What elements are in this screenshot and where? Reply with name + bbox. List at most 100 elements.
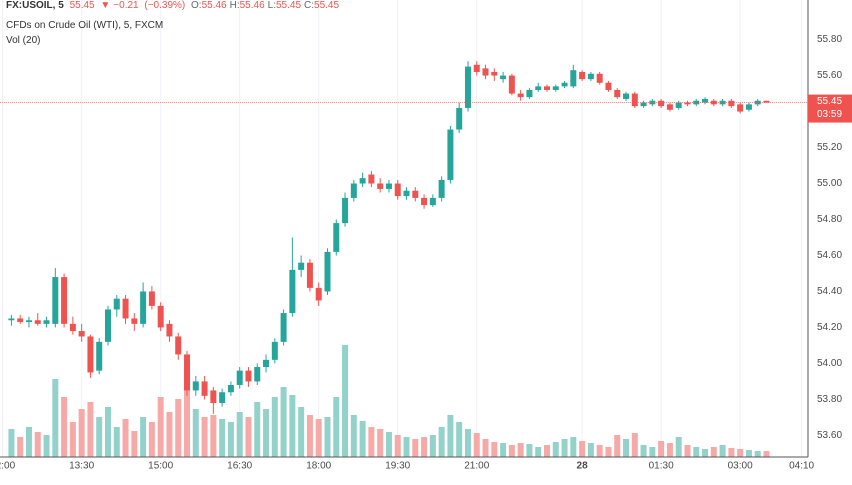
volume-bar — [245, 417, 252, 457]
volume-bar — [271, 397, 278, 457]
candle-body — [359, 178, 366, 184]
candle-body — [728, 100, 735, 107]
volume-bar — [333, 397, 340, 457]
ohlc-label: H: — [229, 0, 240, 11]
volume-bar — [579, 441, 586, 457]
y-tick-label: 54.20 — [817, 322, 842, 333]
candle-body — [324, 251, 331, 292]
candle-body — [684, 102, 691, 105]
volume-bar — [157, 397, 164, 457]
volume-bar — [728, 448, 735, 457]
volume-bar — [570, 437, 577, 457]
candle-body — [745, 104, 752, 110]
volume-bar — [342, 345, 349, 457]
ohlc-label: C: — [304, 0, 315, 11]
volume-bar — [763, 451, 770, 457]
volume-bar — [227, 422, 234, 457]
y-tick-label: 55.80 — [817, 34, 842, 45]
volume-bar — [421, 437, 428, 457]
volume-bar — [587, 443, 594, 457]
volume-bar — [464, 429, 471, 457]
countdown: 03:59 — [817, 109, 842, 120]
volume-bar — [192, 409, 199, 457]
candle-body — [587, 73, 594, 80]
volume-bar — [148, 422, 155, 457]
volume-bar — [631, 433, 638, 457]
y-tick-label: 55.20 — [817, 142, 842, 153]
volume-bar — [482, 439, 489, 457]
candle-body — [78, 331, 85, 337]
volume-bar — [412, 439, 419, 457]
volume-bar — [517, 443, 524, 457]
volume-bar — [535, 447, 542, 457]
volume-bar — [122, 419, 129, 457]
change: −0.21 — [113, 0, 139, 11]
candle-body — [456, 107, 463, 130]
ohlc-label: L: — [267, 0, 276, 11]
volume-bar — [693, 447, 700, 457]
volume-bar — [737, 449, 744, 457]
candle-body — [421, 197, 428, 206]
volume-bar — [394, 435, 401, 457]
volume-bar — [719, 445, 726, 457]
candle-body — [675, 102, 682, 108]
candle-body — [271, 341, 278, 360]
x-tick-label: 19:30 — [385, 461, 410, 472]
ohlc-label: O: — [191, 0, 202, 11]
volume-bar — [17, 437, 24, 457]
candle-body — [17, 318, 24, 323]
candle-body — [464, 66, 471, 108]
volume-bar — [298, 407, 305, 457]
volume-bar — [113, 427, 120, 457]
x-tick-label: 16:30 — [227, 461, 252, 472]
candle-body — [87, 336, 94, 373]
candle-body — [500, 75, 507, 80]
legend-header: FX:USOIL, 5 55.45 ▼ −0.21 (−0.39%) O:55.4… — [6, 0, 345, 11]
candle-body — [43, 320, 50, 324]
volume-bar — [87, 402, 94, 457]
x-tick-label: 04:10 — [789, 461, 814, 472]
volume-bar — [526, 444, 533, 457]
candle-body — [561, 82, 568, 87]
candle-body — [113, 298, 120, 310]
candle-body — [131, 318, 138, 324]
candle-body — [148, 291, 155, 306]
candle-body — [526, 89, 533, 98]
volume-bar — [552, 442, 559, 457]
volume-bar — [166, 412, 173, 457]
candle-body — [69, 323, 76, 332]
candle-body — [96, 341, 103, 371]
candle-body — [605, 82, 612, 90]
volume-bar — [52, 379, 59, 457]
y-tick-label: 54.00 — [817, 358, 842, 369]
volume-bar — [315, 419, 322, 457]
candle-body — [737, 104, 744, 112]
volume-bar — [306, 415, 313, 457]
candle-body — [491, 71, 498, 76]
candle-body — [263, 359, 270, 368]
candle-body — [342, 197, 349, 224]
volume-bar — [403, 437, 410, 457]
candle-body — [579, 71, 586, 80]
volume-bar — [614, 435, 621, 457]
candle-body — [245, 370, 252, 382]
volume-bar — [359, 421, 366, 457]
volume-bar — [254, 402, 261, 457]
ohlc-value: 55.45 — [276, 0, 302, 11]
volume-bar — [69, 422, 76, 457]
volume-bar — [289, 395, 296, 457]
candle-body — [210, 390, 217, 404]
volume-bar — [210, 415, 217, 457]
volume-bar — [429, 435, 436, 457]
candle-body — [8, 318, 15, 321]
volume-bar — [43, 435, 50, 457]
subtitle: CFDs on Crude Oil (WTI), 5, FXCM — [6, 20, 164, 31]
candle-body — [763, 100, 770, 103]
volume-bar — [78, 409, 85, 457]
volume-bar — [201, 417, 208, 457]
volume-bar — [543, 445, 550, 457]
candle-body — [368, 174, 375, 184]
y-tick-label: 54.60 — [817, 250, 842, 261]
candle-body — [438, 179, 445, 198]
